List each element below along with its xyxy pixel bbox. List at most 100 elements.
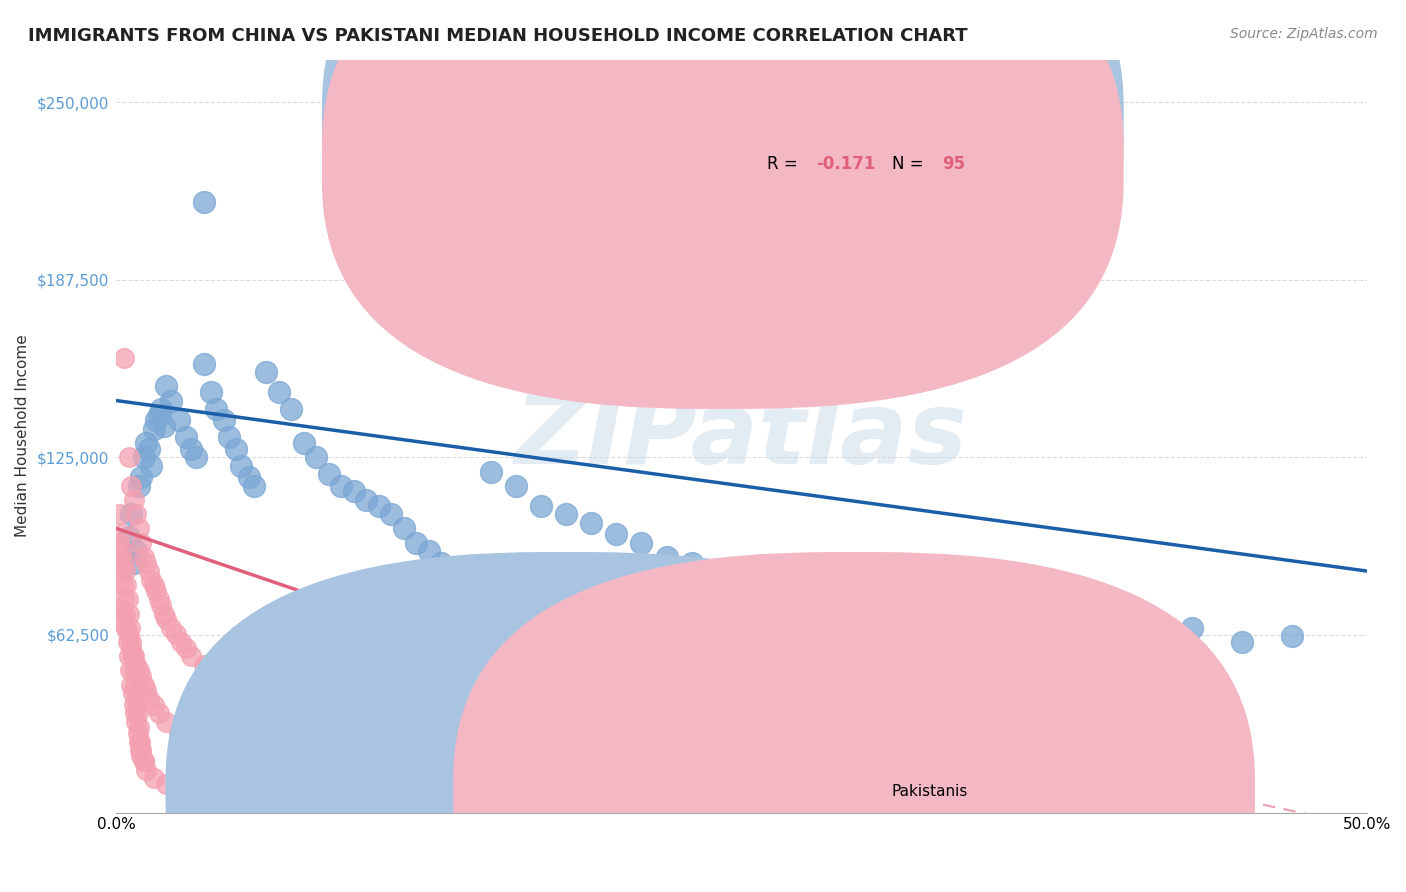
- Point: [330, 479, 353, 493]
- Point: [152, 607, 174, 621]
- Point: [318, 467, 340, 482]
- Point: [831, 601, 853, 615]
- Point: [107, 535, 129, 549]
- Point: [193, 194, 215, 209]
- Point: [135, 556, 157, 570]
- Point: [238, 470, 260, 484]
- Point: [231, 458, 253, 473]
- Point: [141, 458, 163, 473]
- Point: [108, 507, 131, 521]
- Point: [118, 629, 141, 643]
- Point: [655, 549, 678, 564]
- Point: [118, 649, 141, 664]
- Point: [135, 763, 157, 777]
- Point: [122, 664, 145, 678]
- Point: [305, 450, 328, 465]
- Point: [142, 772, 165, 786]
- Point: [170, 635, 193, 649]
- Point: [380, 507, 402, 521]
- Point: [254, 692, 277, 706]
- Point: [152, 419, 174, 434]
- Point: [121, 686, 143, 700]
- Point: [121, 649, 143, 664]
- Point: [305, 720, 328, 734]
- Point: [343, 740, 366, 755]
- Point: [150, 598, 173, 612]
- Point: [405, 535, 427, 549]
- Y-axis label: Median Household Income: Median Household Income: [15, 334, 30, 538]
- Point: [127, 706, 149, 720]
- Point: [243, 683, 266, 698]
- Point: [212, 413, 235, 427]
- Point: [180, 734, 202, 748]
- Point: [205, 748, 228, 763]
- Point: [193, 743, 215, 757]
- Point: [167, 413, 190, 427]
- Point: [180, 442, 202, 456]
- Point: [165, 626, 187, 640]
- Point: [118, 450, 141, 465]
- Point: [148, 408, 170, 422]
- Point: [128, 521, 150, 535]
- Point: [111, 578, 134, 592]
- Point: [112, 592, 135, 607]
- Point: [880, 612, 903, 626]
- Point: [120, 635, 142, 649]
- Point: [931, 626, 953, 640]
- Point: [280, 706, 302, 720]
- Point: [118, 530, 141, 544]
- Point: [418, 544, 440, 558]
- Point: [125, 507, 148, 521]
- Point: [114, 564, 136, 578]
- Point: [155, 612, 177, 626]
- Point: [125, 692, 148, 706]
- Point: [330, 734, 353, 748]
- Text: Pakistanis: Pakistanis: [891, 784, 967, 799]
- Point: [392, 521, 415, 535]
- Point: [122, 698, 145, 712]
- Point: [593, 336, 616, 351]
- Point: [108, 549, 131, 564]
- Point: [280, 402, 302, 417]
- Point: [124, 706, 146, 720]
- Point: [505, 479, 527, 493]
- Point: [112, 612, 135, 626]
- Point: [111, 544, 134, 558]
- Point: [155, 777, 177, 791]
- Point: [132, 755, 155, 769]
- Point: [142, 422, 165, 436]
- Point: [138, 442, 160, 456]
- Point: [155, 714, 177, 729]
- Point: [193, 357, 215, 371]
- Point: [122, 556, 145, 570]
- Point: [120, 507, 142, 521]
- Point: [148, 592, 170, 607]
- Point: [128, 734, 150, 748]
- Point: [1056, 649, 1078, 664]
- Point: [117, 635, 139, 649]
- Point: [128, 720, 150, 734]
- Point: [1230, 635, 1253, 649]
- Point: [267, 384, 290, 399]
- Point: [129, 669, 152, 683]
- Point: [1281, 629, 1303, 643]
- Point: [122, 649, 145, 664]
- Point: [129, 470, 152, 484]
- Point: [1181, 621, 1204, 635]
- Point: [127, 726, 149, 740]
- Point: [120, 678, 142, 692]
- Point: [138, 564, 160, 578]
- Point: [186, 450, 208, 465]
- Point: [905, 621, 928, 635]
- Point: [555, 507, 578, 521]
- Point: [129, 743, 152, 757]
- FancyBboxPatch shape: [454, 553, 1254, 892]
- Point: [142, 698, 165, 712]
- Point: [112, 351, 135, 365]
- Point: [145, 413, 167, 427]
- Point: [129, 743, 152, 757]
- Text: R =: R =: [766, 114, 803, 133]
- Point: [132, 549, 155, 564]
- Point: [135, 683, 157, 698]
- Point: [806, 592, 828, 607]
